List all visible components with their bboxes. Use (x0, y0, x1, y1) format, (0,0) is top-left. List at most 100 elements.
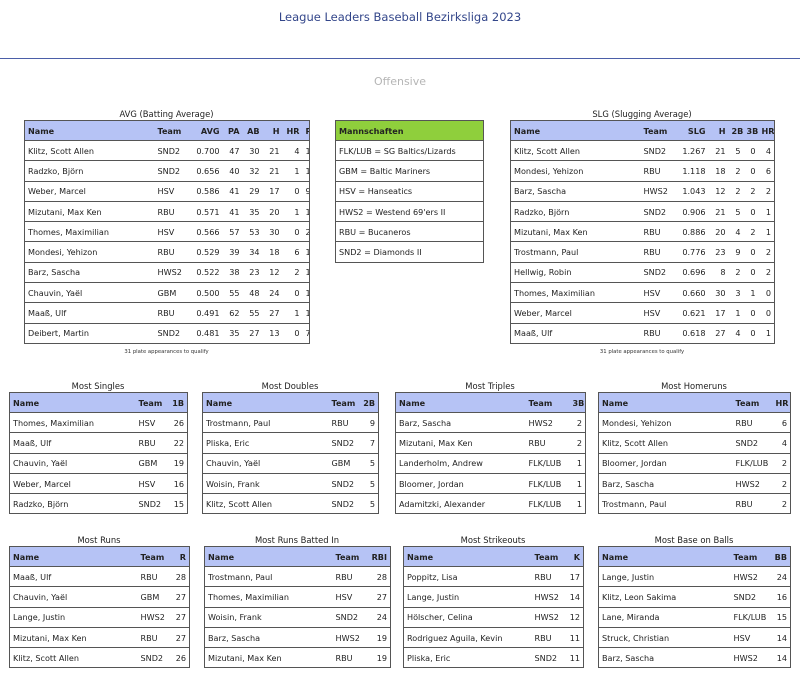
strikeouts-title: Most Strikeouts (460, 535, 526, 545)
table-cell: Mizutani, Max Ken (204, 647, 333, 669)
table-cell: SND2 (730, 586, 771, 608)
table-cell: 0.656 (188, 160, 223, 182)
table-cell: 48 (242, 282, 263, 304)
table-cell: 4 (728, 221, 744, 243)
table-cell: 9 (302, 180, 310, 202)
table-cell: 18 (708, 160, 729, 182)
table-cell: Weber, Marcel (510, 302, 641, 324)
walks-block: Most Base on Balls Name Team BB Lange, Just… (598, 534, 791, 669)
table-cell: 2 (728, 160, 744, 182)
table-cell: 35 (222, 322, 243, 344)
table-cell: Pliska, Eric (403, 647, 532, 669)
column-header: Name (510, 120, 641, 141)
table-cell: Chauvin, Yaël (9, 452, 136, 474)
table-cell: 16 (302, 241, 310, 263)
column-header: Team (730, 546, 771, 567)
column-header: Team (525, 392, 570, 413)
table-cell: Chauvin, Yaël (9, 586, 138, 608)
column-header: Name (598, 546, 731, 567)
table-row: Maaß, Ulf RBU 28 (9, 565, 190, 588)
table-cell: 30 (708, 282, 729, 304)
table-cell: RBU (531, 626, 564, 649)
table-cell: RBU (531, 565, 564, 588)
table-cell: RBU (332, 647, 367, 669)
table-cell: 14 (770, 626, 791, 649)
column-header: 3B (743, 120, 759, 141)
homeruns-block: Most Homeruns Name Team HR Mondesi, Yehizon… (598, 380, 791, 515)
table-cell: 24 (770, 565, 791, 588)
walks-title: Most Base on Balls (654, 535, 734, 545)
teams-block: Mannschaften FLK/LUB = SG Baltics/Lizard… (335, 120, 484, 263)
table-row: Radzko, Björn SND2 15 (9, 493, 188, 515)
table-cell: 1 (758, 200, 775, 223)
table-cell: RBU (640, 221, 671, 243)
table-cell: Lange, Justin (403, 586, 532, 608)
table-cell: 1 (758, 322, 775, 344)
table-row: Trostmann, Paul RBU 9 (202, 411, 379, 434)
triples-table: Name Team 3B Barz, Sascha HWS2 2 Mizutani, Max… (395, 392, 586, 515)
table-cell: 0 (743, 322, 759, 344)
column-header: AVG (188, 120, 223, 141)
table-cell: 23 (708, 241, 729, 263)
table-row: Bloomer, Jordan FLK/LUB 2 (598, 452, 791, 474)
table-cell: 12 (262, 261, 283, 284)
table-cell: RBU (732, 411, 773, 434)
homeruns-title: Most Homeruns (661, 381, 727, 391)
table-cell: Hölscher, Celina (403, 606, 532, 628)
slg-table: Name Team SLG H 2B 3B HR Klitz, Scott Allen SND2… (510, 120, 775, 344)
table-cell: 6 (282, 241, 303, 263)
table-cell: 2 (743, 221, 759, 243)
table-cell: 57 (222, 221, 243, 243)
table-cell: 0.886 (670, 221, 709, 243)
column-header: HR (772, 392, 791, 413)
table-cell: Weber, Marcel (24, 180, 155, 202)
table-cell: RBU (154, 302, 189, 324)
table-cell: HSV (640, 282, 671, 304)
table-cell: SND2 (154, 322, 189, 344)
table-cell: Klitz, Scott Allen (598, 432, 733, 454)
table-cell: 14 (770, 647, 791, 669)
table-cell: Barz, Sascha (598, 647, 731, 669)
table-cell: Maaß, Ulf (24, 302, 155, 324)
table-row: Trostmann, Paul RBU 0.776 23 9 0 2 (510, 241, 775, 263)
avg-qualify-note: 31 plate appearances to qualify (124, 348, 209, 355)
column-header: H (262, 120, 283, 141)
table-cell: 40 (222, 160, 243, 182)
table-cell: Maaß, Ulf (510, 322, 641, 344)
table-cell: 0 (282, 282, 303, 304)
table-row: Radzko, Björn SND2 0.906 21 5 0 1 (510, 200, 775, 223)
rbi-block: Most Runs Batted In Name Team RBI Trostmann… (204, 534, 391, 669)
table-cell: HWS2 (525, 411, 570, 434)
table-cell: RBU (154, 241, 189, 263)
table-header-row: NameTeamAVGPAABHHRRBI (24, 120, 310, 141)
column-header: 3B (569, 392, 586, 413)
rbi-title: Most Runs Batted In (254, 535, 340, 545)
table-row: Lange, Justin HWS2 14 (403, 586, 584, 608)
table-cell: 8 (708, 261, 729, 284)
table-cell: FLK/LUB (730, 606, 771, 628)
table-cell: 1.267 (670, 139, 709, 162)
table-cell: 2 (743, 180, 759, 202)
table-cell: Maaß, Ulf (9, 432, 136, 454)
table-cell: 1 (282, 160, 303, 182)
table-cell: 26 (165, 411, 188, 434)
table-cell: SND2 (332, 606, 367, 628)
table-cell: 17 (708, 302, 729, 324)
table-header-row: Name Team 1B (9, 392, 188, 413)
table-cell: 24 (262, 282, 283, 304)
table-cell: SND2 (732, 432, 773, 454)
table-cell: 3 (728, 282, 744, 304)
table-cell: 19 (165, 452, 188, 474)
teams-header: Mannschaften (335, 120, 484, 141)
table-cell: Mizutani, Max Ken (9, 626, 138, 649)
table-cell: Trostmann, Paul (510, 241, 641, 263)
table-cell: HSV (154, 180, 189, 202)
singles-block: Most Singles Name Team 1B Thomes, Maximilia… (9, 380, 188, 515)
table-cell: Mizutani, Max Ken (510, 221, 641, 243)
column-header: Team (154, 120, 189, 141)
table-cell: Radzko, Björn (9, 493, 136, 515)
